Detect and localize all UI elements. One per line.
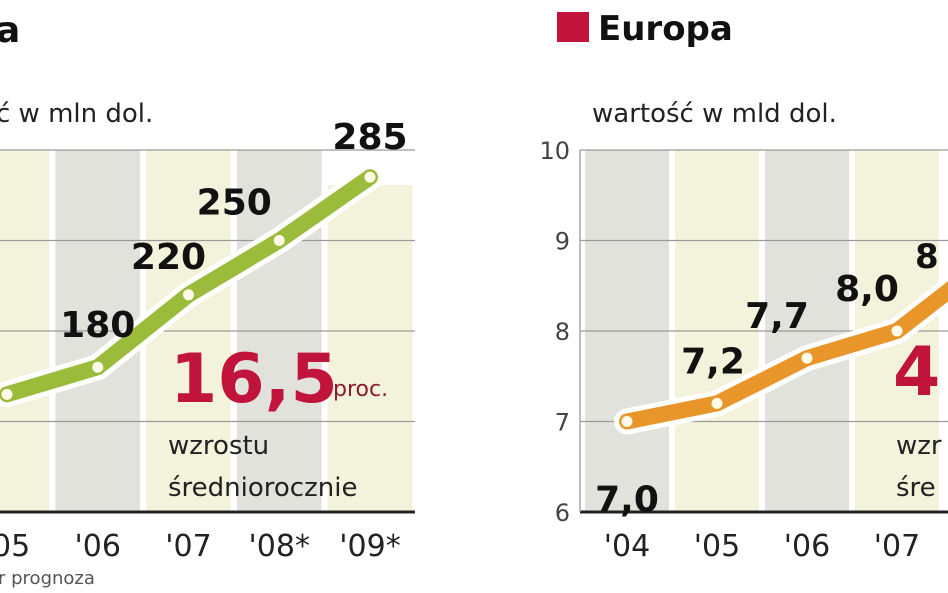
x-tick-label: '05 — [0, 529, 30, 564]
data-label: 8,0 — [835, 269, 899, 310]
left-growth-unit: proc. — [333, 377, 388, 402]
data-point — [273, 235, 285, 246]
right-legend-label: Europa — [598, 9, 733, 49]
right-growth-value: 4 — [893, 333, 940, 412]
data-point — [891, 325, 903, 337]
data-point — [621, 416, 633, 427]
y-tick-label: 6 — [555, 499, 570, 527]
column-band — [327, 185, 413, 512]
data-point — [711, 397, 723, 409]
right-partial-label: 8 — [915, 237, 939, 277]
x-tick-label: '09* — [339, 529, 400, 564]
left-growth-value: 16,5 — [170, 340, 338, 419]
data-label: 7,0 — [595, 480, 659, 521]
data-label: 7,7 — [745, 296, 809, 337]
x-tick-label: '08* — [249, 529, 310, 564]
left-title: a — [0, 10, 20, 51]
left-footnote: r prognoza — [0, 568, 95, 589]
right-growth-text-1: wzr — [896, 431, 942, 461]
x-tick-label: '07 — [165, 529, 211, 564]
left-subtitle: ć w mln dol. — [0, 99, 153, 129]
data-label: 180 — [60, 305, 135, 346]
x-tick-label: '05 — [694, 529, 740, 564]
data-point — [183, 289, 194, 301]
data-label: 250 — [197, 183, 272, 224]
data-label: 220 — [131, 237, 206, 278]
data-point — [92, 361, 104, 373]
data-label: 7,2 — [681, 341, 745, 382]
x-tick-label: '06 — [75, 529, 121, 564]
data-point — [1, 388, 13, 400]
y-tick-label: 10 — [539, 137, 570, 165]
right-growth-text-2: śre — [896, 473, 936, 503]
data-point — [364, 171, 376, 183]
x-tick-label: '06 — [784, 529, 830, 564]
y-tick-label: 9 — [555, 228, 570, 256]
left-growth-text-2: średniorocznie — [168, 473, 357, 503]
data-label: 285 — [332, 117, 407, 158]
x-tick-label: '04 — [604, 529, 650, 564]
data-point — [801, 352, 813, 364]
y-tick-label: 8 — [555, 318, 570, 346]
x-tick-label: '07 — [874, 529, 920, 564]
left-growth-text-1: wzrostu — [168, 431, 269, 461]
y-tick-label: 7 — [555, 409, 570, 437]
europa-legend-swatch — [557, 12, 589, 42]
right-subtitle: wartość w mld dol. — [592, 99, 837, 129]
